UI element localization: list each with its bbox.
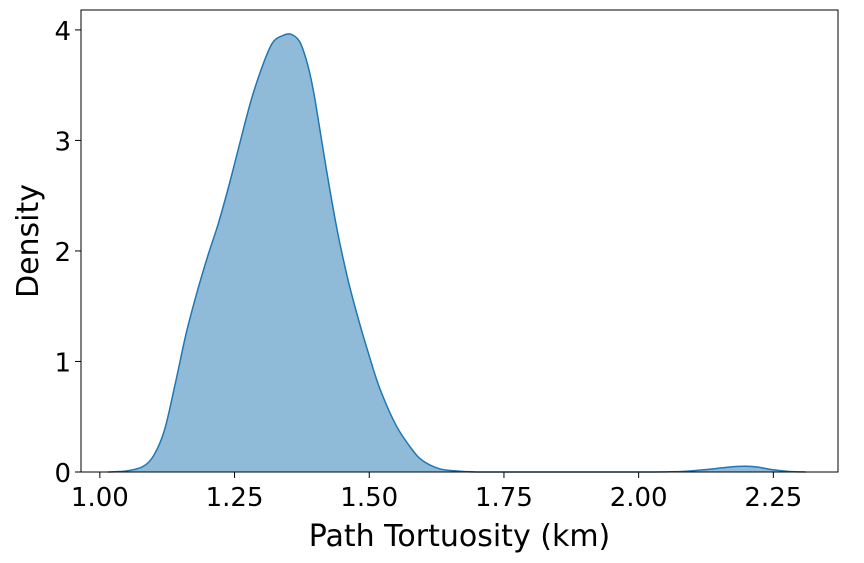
y-axis-label: Density: [11, 184, 46, 298]
x-tick-label: 1.25: [206, 483, 264, 513]
y-tick-label: 4: [54, 17, 71, 47]
y-tick-label: 0: [54, 459, 71, 489]
ticks-layer: 1.00 1.25 1.50 1.75 2.00 2.25 0 1 2 3 4: [54, 17, 802, 513]
y-tick-label: 3: [54, 127, 71, 157]
plot-layer: [107, 33, 806, 473]
x-tick-label: 1.50: [340, 483, 398, 513]
x-tick-label: 2.00: [610, 483, 668, 513]
density-area: [107, 33, 806, 473]
y-tick-label: 2: [54, 238, 71, 268]
plot-frame: [80, 9, 839, 473]
x-axis-label: Path Tortuosity (km): [309, 519, 611, 554]
x-tick-label: 2.25: [744, 483, 802, 513]
density-line: [107, 33, 806, 473]
x-tick-label: 1.75: [475, 483, 533, 513]
y-tick-label: 1: [54, 348, 71, 378]
x-tick-label: 1.00: [71, 483, 129, 513]
